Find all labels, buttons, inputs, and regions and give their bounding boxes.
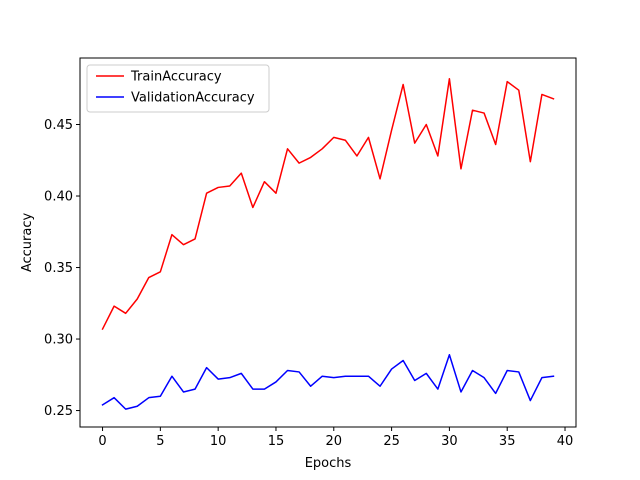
series-line-validationaccuracy [101,354,555,410]
y-tick-label: 0.40 [44,190,73,205]
x-tick-label: 25 [383,434,400,449]
x-tick-label: 5 [156,434,164,449]
y-tick-label: 0.35 [44,261,73,276]
x-tick-label: 30 [441,434,458,449]
y-tick-label: 0.25 [44,404,73,419]
legend-label-train: TrainAccuracy [130,70,222,85]
x-tick-label: 40 [557,434,574,449]
y-axis-label: Accuracy [20,213,35,273]
y-axis: 0.25 0.30 0.35 0.40 0.45 [44,118,80,419]
y-tick-label: 0.45 [44,118,73,133]
x-tick-label: 20 [326,434,343,449]
legend-label-validation: ValidationAccuracy [131,91,255,106]
plot-frame [79,57,577,428]
series-layer [101,77,555,410]
legend: TrainAccuracy ValidationAccuracy [86,64,270,113]
x-tick-label: 35 [499,434,516,449]
plot-area [80,58,576,427]
series-line-trainaccuracy [101,77,555,331]
x-axis-label: Epochs [305,456,352,471]
x-tick-label: 10 [210,434,227,449]
x-tick-label: 0 [98,434,106,449]
x-axis: 0 5 10 15 20 25 30 35 40 [98,427,573,449]
y-tick-label: 0.30 [44,333,73,348]
legend-box [86,64,270,113]
x-tick-label: 15 [268,434,285,449]
